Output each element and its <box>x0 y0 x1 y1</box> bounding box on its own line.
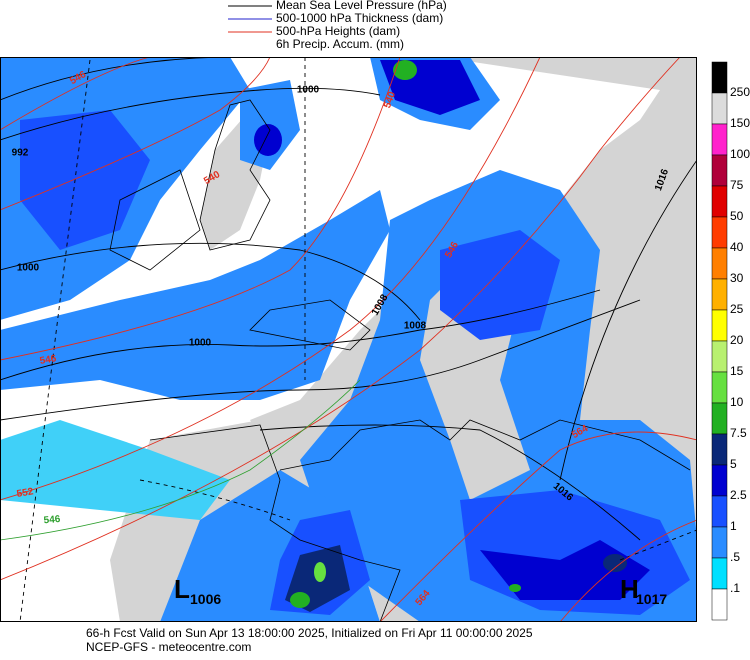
high-symbol: H <box>620 574 639 604</box>
legend-label: 500-hPa Heights (dam) <box>276 24 400 38</box>
contour-label: 1000 <box>297 85 320 96</box>
precip-area <box>20 110 150 250</box>
low-symbol: L <box>174 574 190 604</box>
colorbar-label: 20 <box>730 333 744 347</box>
contour-label: 1008 <box>404 321 427 332</box>
height-contour <box>0 57 697 622</box>
map: 1000992100010001008100810161016546540546… <box>0 57 697 622</box>
colorbar-segment <box>711 526 728 559</box>
contour-label: 546 <box>43 514 61 526</box>
precip-area <box>0 420 230 520</box>
colorbar-segment <box>711 433 728 466</box>
map-frame <box>0 57 697 622</box>
colorbar-segment <box>711 92 728 125</box>
colorbar-segment <box>711 61 728 94</box>
colorbar-label: 150 <box>730 116 750 130</box>
colorbar-segment <box>711 402 728 435</box>
colorbar-segment <box>711 247 728 280</box>
colorbar-label: 1 <box>730 519 737 533</box>
isobar <box>0 57 697 541</box>
legend-label: 6h Precip. Accum. (mm) <box>276 37 404 51</box>
colorbar-label: 75 <box>730 178 744 192</box>
precip-area <box>393 60 417 80</box>
footer-line: NCEP-GFS - meteocentre.com <box>86 640 251 654</box>
contour-label: 992 <box>12 148 29 159</box>
contour-label: 1000 <box>189 338 212 349</box>
low-value: 1006 <box>190 591 221 607</box>
thickness-line <box>19 57 697 622</box>
colorbar-label: 25 <box>730 302 744 316</box>
precip-area <box>603 554 627 572</box>
precip-area <box>480 540 650 600</box>
colorbar-segment <box>711 216 728 249</box>
high-value: 1017 <box>636 591 667 607</box>
colorbar-label: .1 <box>730 581 740 595</box>
precip-area <box>254 124 282 156</box>
colorbar-label: 10 <box>730 395 744 409</box>
legend-label: 500-1000 hPa Thickness (dam) <box>276 11 443 25</box>
precip-area <box>509 584 521 592</box>
colorbar-segment <box>711 123 728 156</box>
contour-label: 1000 <box>17 263 40 274</box>
contour-label: 546 <box>39 353 58 367</box>
colorbar-label: 2.5 <box>730 488 747 502</box>
colorbar-label: 250 <box>730 85 750 99</box>
colorbar-segment <box>711 185 728 218</box>
colorbar-segment <box>711 278 728 311</box>
colorbar-segment <box>711 154 728 187</box>
legend-label: Mean Sea Level Pressure (hPa) <box>276 0 447 12</box>
precip-area <box>440 230 560 340</box>
contour-label: 552 <box>16 486 35 500</box>
precip-area <box>314 562 326 582</box>
colorbar-label: 100 <box>730 147 750 161</box>
precip-area <box>0 190 390 400</box>
colorbar-segment <box>711 340 728 373</box>
colorbar-segment <box>711 309 728 342</box>
colorbar-label: 15 <box>730 364 744 378</box>
colorbar-label: 30 <box>730 271 744 285</box>
colorbar-segment <box>711 371 728 404</box>
colorbar-label: 7.5 <box>730 426 747 440</box>
colorbar-segment <box>711 557 728 590</box>
colorbar-label: 5 <box>730 457 737 471</box>
coastline <box>109 99 691 622</box>
colorbar-segment <box>711 588 728 621</box>
precip-area <box>290 592 310 608</box>
colorbar: 250 150 100 75 50 40 30 25 20 15 10 7.5 5 2.5 1 .5 .1 <box>711 61 750 621</box>
colorbar-segment <box>711 464 728 497</box>
thickness-contour <box>0 379 361 541</box>
colorbar-label: 40 <box>730 240 744 254</box>
colorbar-label: .5 <box>730 550 740 564</box>
colorbar-label: 50 <box>730 209 744 223</box>
footer-line: 66-h Fcst Valid on Sun Apr 13 18:00:00 2… <box>86 626 533 640</box>
colorbar-segment <box>711 495 728 528</box>
